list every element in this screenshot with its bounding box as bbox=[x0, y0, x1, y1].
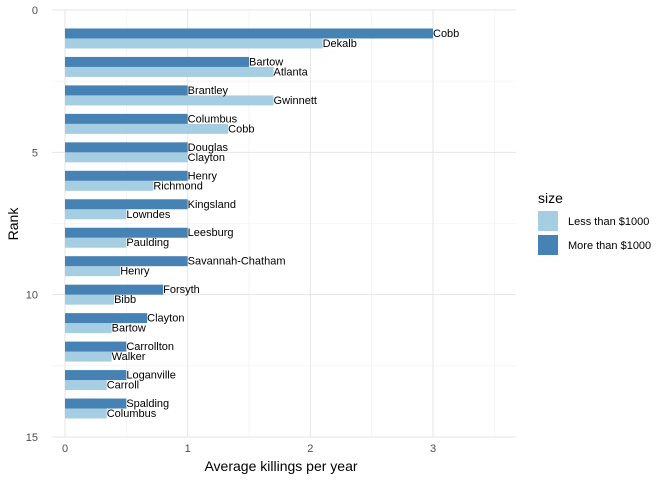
bar-label: Cobb bbox=[228, 123, 254, 135]
bar-labels: Dekalb Atlanta Gwinnett Cobb Clayton Richmond… bbox=[107, 28, 460, 420]
bar bbox=[65, 284, 164, 295]
bar bbox=[65, 152, 188, 163]
bar-label: Brantley bbox=[188, 85, 229, 97]
legend-title: size bbox=[538, 190, 563, 206]
bar bbox=[65, 266, 121, 277]
bar bbox=[65, 66, 274, 77]
y-tick-label: 15 bbox=[26, 432, 38, 444]
bar bbox=[65, 313, 148, 324]
bar bbox=[65, 408, 107, 419]
bar bbox=[65, 199, 188, 210]
bar-label: Clayton bbox=[188, 152, 225, 164]
bar bbox=[65, 85, 188, 96]
legend: size Less than $1000 More than $1000 bbox=[538, 190, 651, 255]
bar-label: Dekalb bbox=[323, 38, 357, 50]
bar bbox=[65, 56, 249, 67]
legend-label: Less than $1000 bbox=[568, 216, 649, 228]
bar-label: Columbus bbox=[107, 408, 157, 420]
bar-label: Lowndes bbox=[126, 209, 171, 221]
bar bbox=[65, 256, 188, 267]
legend-key bbox=[538, 235, 558, 255]
grid bbox=[52, 9, 516, 438]
bar-label: Bibb bbox=[114, 294, 136, 306]
y-tick-label: 0 bbox=[32, 5, 38, 17]
y-tick-label: 10 bbox=[26, 290, 38, 302]
bar bbox=[65, 180, 154, 191]
bar-label: Bartow bbox=[249, 56, 283, 68]
x-axis-ticks: 0 1 2 3 bbox=[62, 443, 436, 455]
bar-label: Henry bbox=[120, 266, 150, 278]
x-tick-label: 3 bbox=[430, 443, 436, 455]
bar bbox=[65, 28, 433, 39]
bar bbox=[65, 123, 229, 134]
bar bbox=[65, 237, 127, 248]
bar bbox=[65, 380, 107, 391]
bar-label: Bartow bbox=[112, 323, 146, 335]
bar-label: Spalding bbox=[126, 398, 169, 410]
bar-label: Henry bbox=[188, 170, 218, 182]
x-tick-label: 0 bbox=[62, 443, 68, 455]
bar-label: Kingsland bbox=[188, 199, 236, 211]
bar-label: Leesburg bbox=[188, 227, 234, 239]
y-axis-title: Rank bbox=[5, 207, 21, 241]
legend-key bbox=[538, 211, 558, 231]
bar-label: Carrollton bbox=[126, 341, 174, 353]
bar-label: Forsyth bbox=[163, 284, 200, 296]
bar-label: Savannah-Chatham bbox=[188, 256, 286, 268]
bar bbox=[65, 227, 188, 238]
bar bbox=[65, 38, 323, 49]
bar bbox=[65, 398, 127, 409]
bar bbox=[65, 170, 188, 181]
bar-label: Carroll bbox=[107, 380, 139, 392]
bar-label: Gwinnett bbox=[274, 95, 317, 107]
y-axis-ticks: 0 5 10 15 bbox=[26, 5, 38, 444]
bar bbox=[65, 113, 188, 124]
legend-label: More than $1000 bbox=[568, 240, 651, 252]
bar bbox=[65, 323, 112, 334]
x-tick-label: 2 bbox=[307, 443, 313, 455]
bar-label: Walker bbox=[112, 351, 146, 363]
bar-label: Richmond bbox=[153, 180, 203, 192]
x-tick-label: 1 bbox=[185, 443, 191, 455]
y-tick-label: 5 bbox=[32, 147, 38, 159]
bar-label: Clayton bbox=[147, 313, 184, 325]
bar bbox=[65, 351, 112, 362]
bar-label: Douglas bbox=[188, 142, 229, 154]
bar bbox=[65, 209, 127, 220]
bar bbox=[65, 95, 274, 106]
bar bbox=[65, 341, 127, 352]
bar-label: Columbus bbox=[188, 113, 238, 125]
bar-label: Loganville bbox=[126, 370, 176, 382]
bar-label: Paulding bbox=[126, 237, 169, 249]
bar bbox=[65, 294, 115, 305]
bar-label: Atlanta bbox=[274, 66, 309, 78]
x-axis-title: Average killings per year bbox=[204, 458, 357, 474]
bar bbox=[65, 370, 127, 381]
bar-label: Cobb bbox=[433, 28, 459, 40]
bar bbox=[65, 142, 188, 153]
bars bbox=[65, 28, 433, 419]
